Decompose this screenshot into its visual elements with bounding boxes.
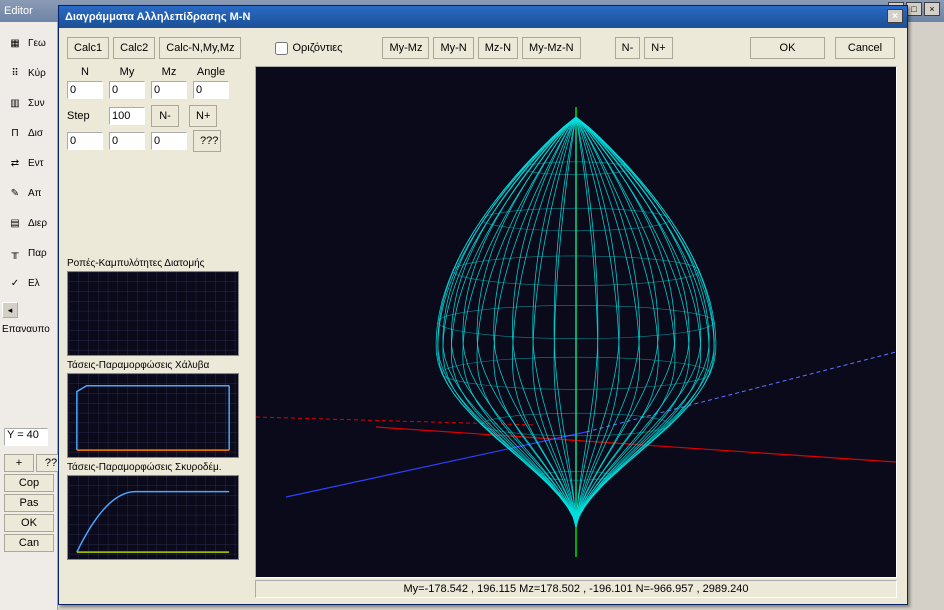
horizontals-checkbox-label[interactable]: Οριζόντιες [275,42,342,55]
steel-stress-strain-chart [67,373,239,458]
n2-input[interactable] [67,132,103,150]
mz-input[interactable] [151,81,187,99]
qqq-button[interactable]: ??? [193,130,221,152]
main-window: Editor _ □ × nfo ▦Γεω ⠿Κύρ ▥Συν ΠΔισ ⇄Εν… [0,0,944,610]
mini3-title: Τάσεις-Παραμορφώσεις Σκυροδέμ. [67,462,242,473]
copy-button[interactable]: Cop [4,474,54,492]
mz2-input[interactable] [151,132,187,150]
tool-geo[interactable]: ▦Γεω [2,28,55,58]
check-icon: ✓ [4,272,26,294]
myn-button[interactable]: My-N [433,37,473,59]
step-input[interactable] [109,107,145,125]
bars-icon: ▥ [4,92,26,114]
grid-icon: ▦ [4,32,26,54]
tool-dier[interactable]: ▤Διερ [2,208,55,238]
pencil-icon: ✎ [4,182,26,204]
header-my: My [109,66,145,78]
mzn-button[interactable]: Mz-N [478,37,518,59]
tool-ap[interactable]: ✎Απ [2,178,55,208]
main-title: Editor [4,5,33,17]
cancel-button-side[interactable]: Can [4,534,54,552]
main-close-button[interactable]: × [924,2,940,16]
n-minus-button[interactable]: N- [615,37,641,59]
main-maximize-button[interactable]: □ [906,2,922,16]
y-field[interactable]: Y = 40 [4,428,48,446]
mini-charts-panel: Ροπές-Καμπυλότητες Διατομής Τάσεις-Παραμ… [67,258,242,596]
repaint-label[interactable]: Επαναυπο [2,324,55,335]
n-plus-button[interactable]: N+ [644,37,672,59]
status-text: My=-178.542 , 196.115 Mz=178.502 , -196.… [403,583,748,595]
concrete-stress-strain-chart [67,475,239,560]
tool-syn[interactable]: ▥Συν [2,88,55,118]
n-input[interactable] [67,81,103,99]
tool-ent[interactable]: ⇄Εντ [2,148,55,178]
horizontals-checkbox[interactable] [275,42,288,55]
header-angle: Angle [193,66,229,78]
calendar-icon: ▤ [4,212,26,234]
tool-par[interactable]: ╥Παρ [2,238,55,268]
mymzn-button[interactable]: My-Mz-N [522,37,581,59]
header-mz: Mz [151,66,187,78]
status-bar: My=-178.542 , 196.115 Mz=178.502 , -196.… [255,580,897,598]
arrows-icon: ⇄ [4,152,26,174]
paste-button[interactable]: Pas [4,494,54,512]
interaction-surface-3d[interactable] [255,66,897,578]
dots-icon: ⠿ [4,62,26,84]
calc-nmymz-button[interactable]: Calc-N,My,Mz [159,37,241,59]
calc2-button[interactable]: Calc2 [113,37,155,59]
dialog-ok-button[interactable]: OK [750,37,825,59]
interaction-dialog: Διαγράμματα Αλληλεπίδρασης M-N × Calc1 C… [58,5,908,605]
plus-button[interactable]: + [4,454,34,472]
dialog-close-button[interactable]: × [887,9,903,23]
mymz-button[interactable]: My-Mz [382,37,429,59]
step-nminus-button[interactable]: N- [151,105,179,127]
mini1-title: Ροπές-Καμπυλότητες Διατομής [67,258,242,269]
header-n: N [67,66,103,78]
mini2-title: Τάσεις-Παραμορφώσεις Χάλυβα [67,360,242,371]
moment-curvature-chart [67,271,239,356]
my-input[interactable] [109,81,145,99]
dialog-cancel-button[interactable]: Cancel [835,37,895,59]
my2-input[interactable] [109,132,145,150]
tool-kyr[interactable]: ⠿Κύρ [2,58,55,88]
column-icon: ╥ [4,242,26,264]
step-label: Step [67,110,103,122]
tool-dis[interactable]: ΠΔισ [2,118,55,148]
dialog-title-text: Διαγράμματα Αλληλεπίδρασης M-N [65,11,250,23]
toolbar-scroll-left[interactable]: ◂ [2,302,18,318]
angle-input[interactable] [193,81,229,99]
calc1-button[interactable]: Calc1 [67,37,109,59]
tool-el[interactable]: ✓Ελ [2,268,55,298]
frame-icon: Π [4,122,26,144]
step-nplus-button[interactable]: N+ [189,105,217,127]
dialog-titlebar: Διαγράμματα Αλληλεπίδρασης M-N × [59,6,907,28]
input-grid: N My Mz Angle Step N- N+ [67,66,237,155]
ok-button-side[interactable]: OK [4,514,54,532]
